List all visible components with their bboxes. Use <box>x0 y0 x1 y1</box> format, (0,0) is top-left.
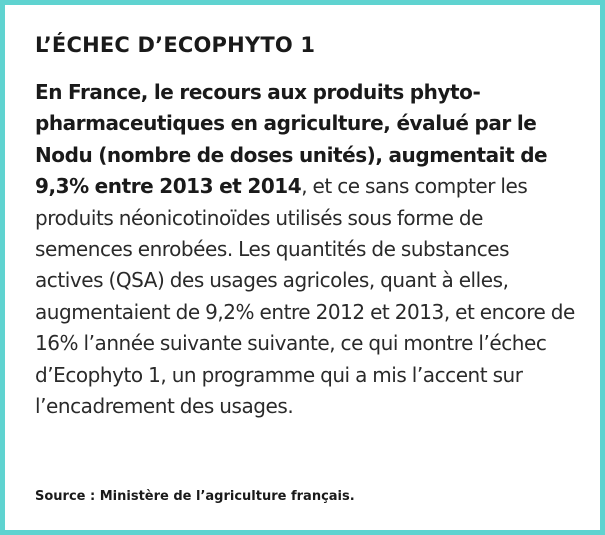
box-body: En France, le recours aux produits phyto… <box>35 77 580 422</box>
source-note: Source : Ministère de l’agriculture fran… <box>35 489 355 504</box>
box-body-text: , et ce sans compter les produits néonic… <box>35 174 575 419</box>
box-title: L’ÉCHEC D’ECOPHYTO 1 <box>35 33 316 57</box>
box-lead-text: En France, le recours aux produits phyto… <box>35 80 548 199</box>
